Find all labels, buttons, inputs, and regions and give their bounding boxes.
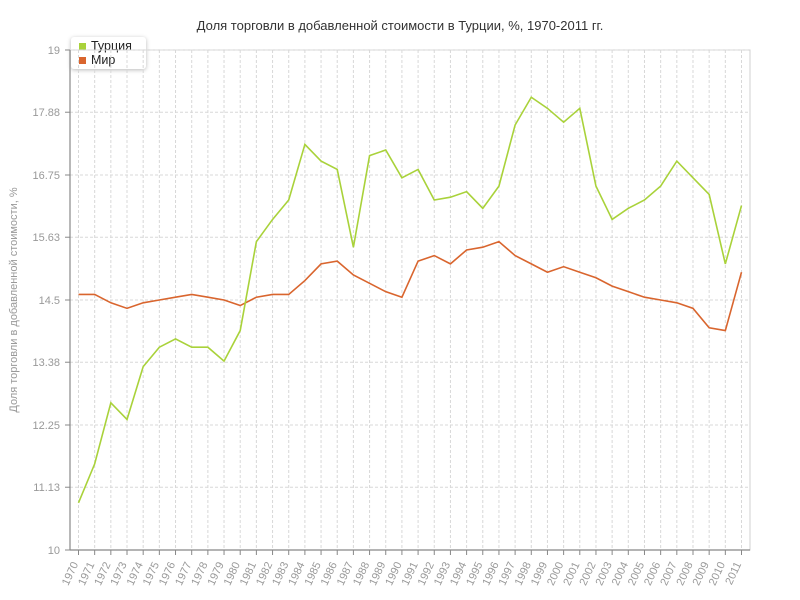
svg-text:16.75: 16.75	[32, 170, 60, 182]
svg-text:19: 19	[48, 45, 60, 57]
svg-text:13.38: 13.38	[32, 357, 60, 369]
svg-text:17.88: 17.88	[32, 107, 60, 119]
svg-text:15.63: 15.63	[32, 232, 60, 244]
svg-text:2011: 2011	[723, 560, 744, 587]
svg-text:12.25: 12.25	[32, 420, 60, 432]
svg-text:14.5: 14.5	[39, 295, 60, 307]
svg-text:10: 10	[48, 545, 60, 557]
svg-text:11.13: 11.13	[33, 482, 60, 494]
